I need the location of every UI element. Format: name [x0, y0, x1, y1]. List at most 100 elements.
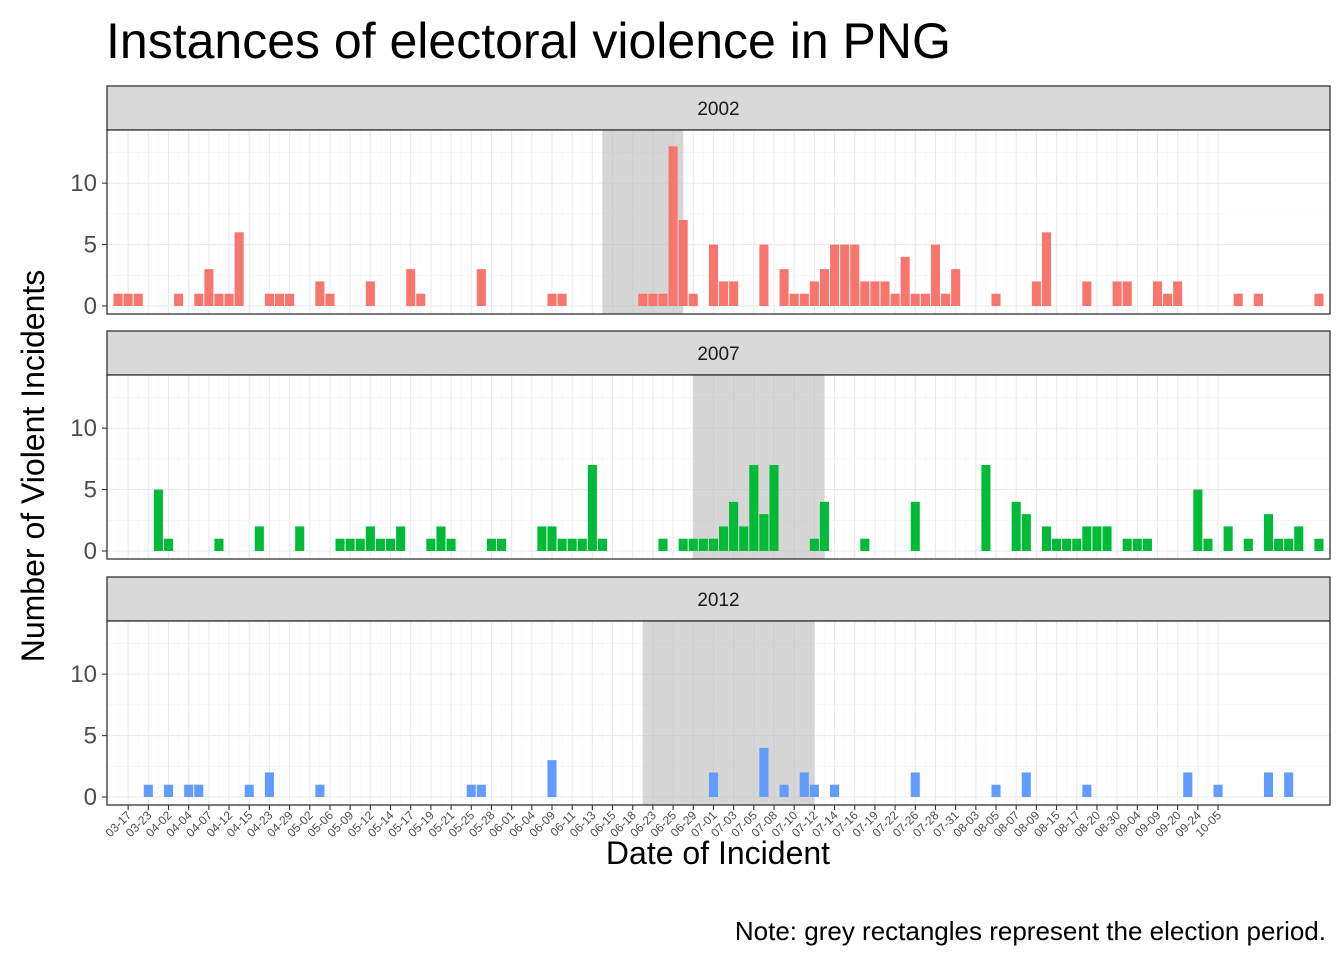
bar	[547, 760, 557, 797]
y-tick-label: 5	[84, 723, 97, 750]
bar	[1233, 293, 1243, 306]
bar	[446, 538, 456, 551]
facet-strip	[106, 330, 1331, 376]
bar	[174, 293, 184, 306]
bar	[1243, 538, 1253, 551]
bar	[466, 784, 476, 797]
bar	[567, 538, 577, 551]
bar	[587, 465, 597, 551]
bar	[416, 293, 426, 306]
bar	[315, 281, 325, 306]
bar	[396, 526, 406, 551]
bar	[819, 501, 830, 551]
bar	[799, 772, 809, 797]
bar	[1122, 281, 1132, 306]
bar	[799, 293, 809, 306]
bar	[1142, 538, 1152, 551]
bar	[951, 269, 961, 306]
y-tick-label: 5	[84, 477, 97, 504]
bar	[264, 293, 274, 306]
bar	[719, 281, 729, 306]
bar	[860, 538, 870, 551]
bar	[1122, 538, 1132, 551]
bar	[850, 244, 860, 306]
bar	[910, 772, 920, 797]
bar	[860, 281, 870, 306]
bar	[1132, 538, 1142, 551]
bar	[809, 784, 819, 797]
bar	[214, 538, 224, 551]
bar	[375, 538, 385, 551]
bar	[1021, 514, 1031, 551]
bar	[678, 220, 688, 306]
y-tick-label: 0	[84, 293, 97, 320]
bar	[890, 293, 900, 306]
bar	[870, 281, 880, 306]
bar	[285, 293, 295, 306]
bar	[244, 784, 254, 797]
bar	[274, 293, 285, 306]
bar	[476, 784, 486, 797]
bar	[113, 293, 123, 306]
bar	[204, 269, 214, 306]
bar	[809, 538, 819, 551]
x-axis-label: Date of Incident	[606, 835, 830, 871]
bar	[254, 526, 264, 551]
facet-strip	[106, 576, 1331, 622]
bar	[830, 784, 840, 797]
bar	[910, 293, 920, 306]
bar	[234, 232, 244, 306]
bar	[1152, 281, 1163, 306]
bar	[1274, 538, 1284, 551]
bar	[224, 293, 234, 306]
bar	[335, 538, 345, 551]
y-tick-label: 5	[84, 232, 97, 259]
bar	[779, 269, 789, 306]
bar	[264, 772, 274, 797]
panel-border	[106, 129, 1331, 315]
bar	[759, 244, 769, 306]
bar	[880, 281, 890, 306]
bar	[557, 538, 567, 551]
bar	[1183, 772, 1193, 797]
bar	[729, 281, 739, 306]
chart-title: Instances of electoral violence in PNG	[106, 13, 951, 69]
chart-caption: Note: grey rectangles represent the elec…	[735, 916, 1326, 946]
panel-background	[107, 130, 1330, 314]
bar	[759, 747, 769, 797]
bar	[708, 772, 718, 797]
bar	[991, 784, 1001, 797]
facet-panels: 2002 0 5 10 2007 0 5 10 2012 0 5 10	[70, 85, 1331, 811]
bar	[981, 465, 991, 551]
bar	[597, 538, 607, 551]
bar	[1203, 538, 1213, 551]
bar	[1011, 501, 1021, 551]
bar	[1294, 526, 1304, 551]
bar	[688, 538, 698, 551]
bar	[365, 281, 375, 306]
bar	[1263, 514, 1274, 551]
bar	[729, 501, 739, 551]
bar	[991, 293, 1001, 306]
bar	[1314, 293, 1324, 306]
panel-border	[106, 620, 1331, 806]
bar	[920, 293, 930, 306]
bar	[1041, 232, 1052, 306]
bar	[1213, 784, 1223, 797]
y-tick-label: 10	[70, 415, 97, 442]
bar	[385, 538, 396, 551]
bar	[658, 293, 668, 306]
bar	[1193, 489, 1203, 551]
bar	[1041, 526, 1052, 551]
bar	[769, 465, 779, 551]
bar	[1173, 281, 1183, 306]
bar	[638, 293, 648, 306]
facet-strip-label: 2012	[697, 590, 739, 611]
bar	[930, 244, 941, 306]
bar	[809, 281, 819, 306]
bar	[749, 465, 759, 551]
bar	[739, 526, 749, 551]
bar	[1284, 772, 1294, 797]
bar	[496, 538, 507, 551]
facet-panel-2002: 2002 0 5 10	[70, 85, 1331, 320]
